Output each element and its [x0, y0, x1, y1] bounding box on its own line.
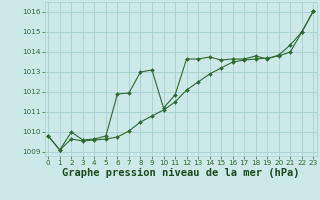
X-axis label: Graphe pression niveau de la mer (hPa): Graphe pression niveau de la mer (hPa) [62, 168, 300, 178]
